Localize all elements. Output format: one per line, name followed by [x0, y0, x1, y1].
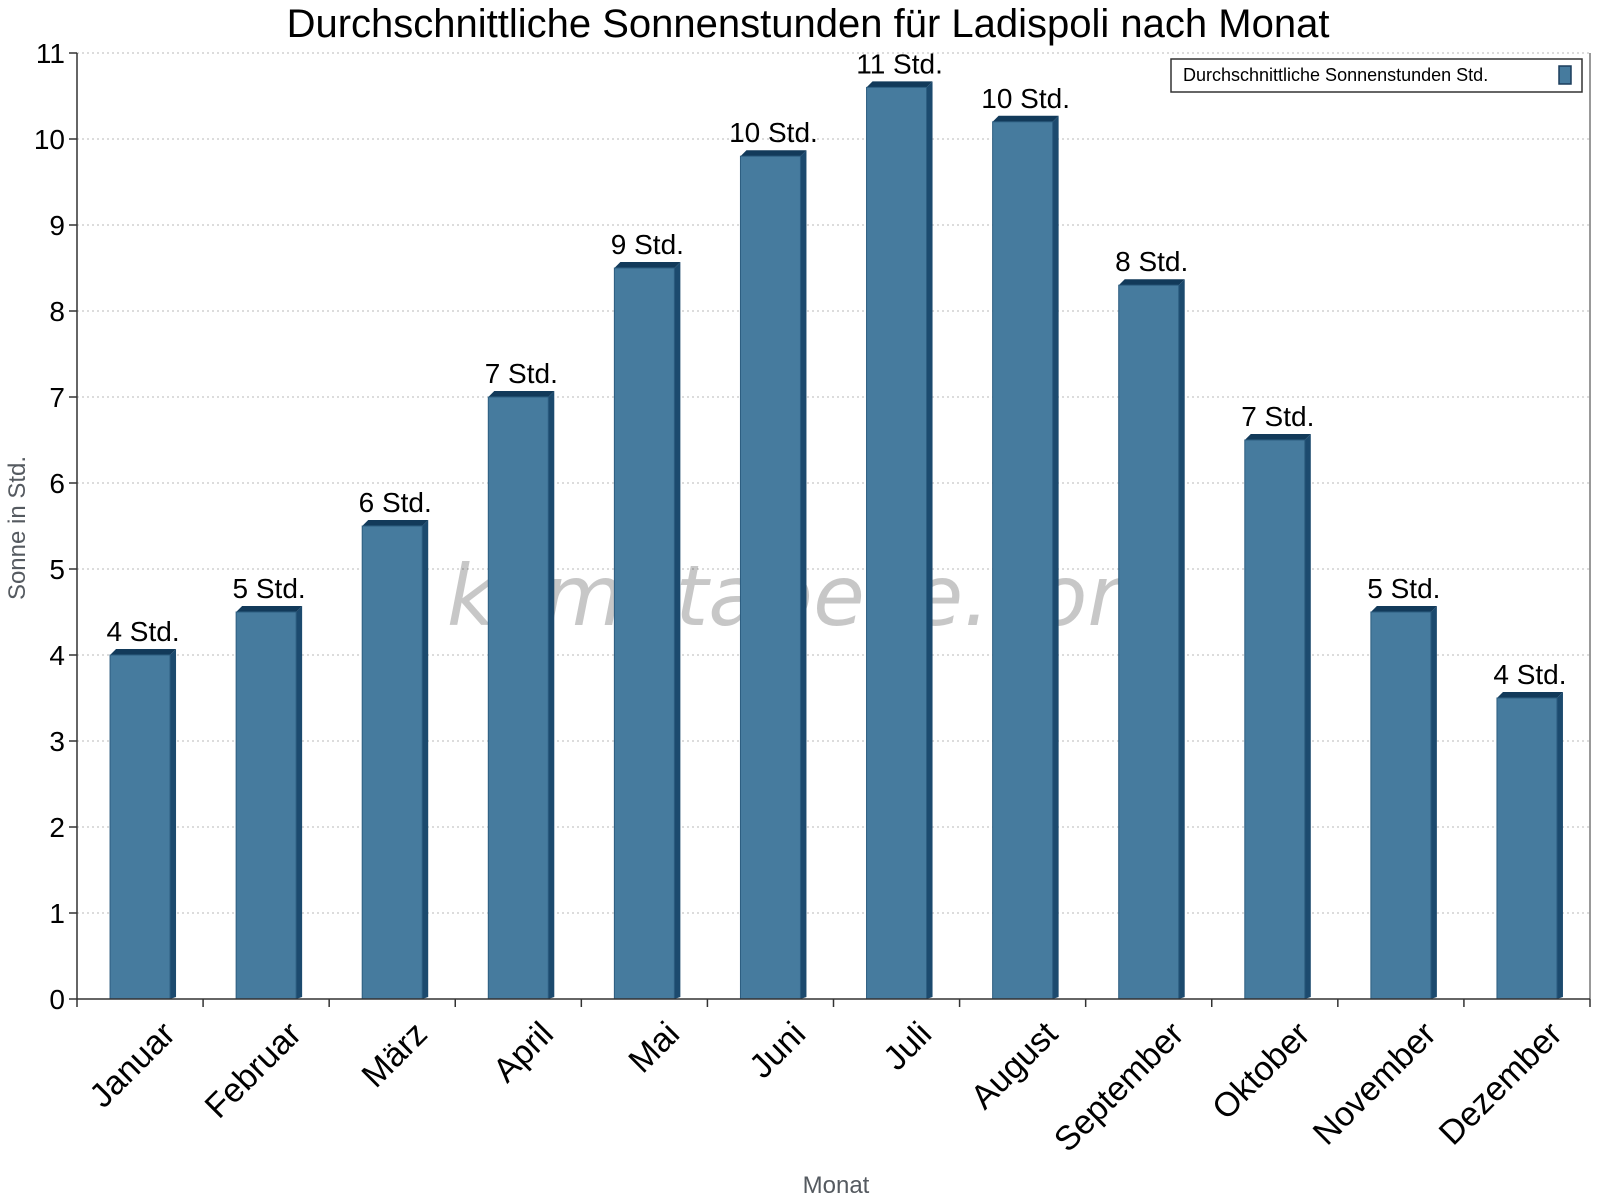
y-tick-label: 10 [34, 124, 65, 155]
bar [992, 121, 1054, 1000]
bar-top [236, 606, 303, 612]
watermark: klimatabelle.com [447, 547, 1170, 645]
bar [739, 155, 801, 1000]
bar-side [548, 391, 555, 999]
legend-label: Durchschnittliche Sonnenstunden Std. [1183, 65, 1488, 85]
x-tick-label: November [1306, 1015, 1444, 1153]
y-tick-label: 2 [49, 812, 65, 843]
bar-side [422, 520, 429, 999]
bar [235, 611, 297, 1000]
y-tick-label: 0 [49, 984, 65, 1015]
y-tick-label: 5 [49, 554, 65, 585]
bar-side [1304, 434, 1311, 999]
x-tick-label: Februar [198, 1015, 309, 1126]
bar [1496, 697, 1558, 1000]
bar-side [1430, 606, 1437, 999]
x-tick-label: September [1047, 1015, 1191, 1159]
bar [361, 525, 423, 1000]
bar-top [866, 81, 933, 88]
data-label: 11 Std. [856, 48, 943, 79]
x-tick-label: Januar [82, 1015, 182, 1115]
bar-top [110, 649, 177, 655]
legend-box [1170, 58, 1583, 93]
x-tick-label: August [964, 1014, 1066, 1116]
y-tick-label: 1 [49, 898, 65, 929]
x-tick-label: April [486, 1015, 561, 1090]
bar-side [800, 150, 807, 999]
x-tick-label: Juli [876, 1015, 939, 1078]
bar-side [926, 81, 933, 999]
y-tick-label: 11 [36, 38, 65, 69]
data-label: 10 Std. [981, 83, 1070, 114]
x-tick-label: Oktober [1205, 1015, 1317, 1127]
x-tick-label: Mai [621, 1015, 687, 1081]
bar [487, 396, 549, 1000]
bar-side [296, 606, 303, 999]
y-tick-label: 7 [49, 382, 65, 413]
bar-top [1118, 279, 1185, 286]
y-axis-label: Sonne in Std. [4, 456, 31, 600]
data-label: 5 Std. [233, 573, 306, 604]
x-tick-label: Dezember [1432, 1015, 1570, 1153]
gridlines [77, 52, 1590, 914]
bar-top [740, 150, 807, 157]
x-tick-label: Juni [742, 1015, 813, 1086]
data-label: 4 Std. [1493, 659, 1566, 690]
bar-top [614, 262, 681, 268]
bar-top [488, 391, 555, 397]
bar-side [674, 262, 681, 999]
y-tick-label: 3 [49, 726, 65, 757]
x-tick-label: März [355, 1015, 435, 1095]
bar-side [1556, 692, 1563, 999]
data-label: 8 Std. [1115, 246, 1188, 277]
y-tick-label: 4 [49, 640, 65, 671]
bar [866, 86, 928, 1000]
bars-group [109, 81, 1563, 1000]
data-label: 4 Std. [106, 616, 179, 647]
bar-top [1244, 434, 1311, 440]
bar-side [1052, 115, 1059, 1000]
bar-top [1496, 692, 1563, 698]
bar [109, 654, 171, 1000]
data-label: 7 Std. [485, 358, 558, 389]
legend: Durchschnittliche Sonnenstunden Std. [1170, 58, 1583, 93]
bar-side [1178, 279, 1185, 999]
data-label: 7 Std. [1241, 401, 1314, 432]
bar [613, 267, 675, 1000]
chart-title: Durchschnittliche Sonnenstunden für Ladi… [287, 2, 1330, 46]
bar [1244, 439, 1306, 1000]
data-label: 6 Std. [359, 487, 432, 518]
y-tick-label: 6 [49, 468, 65, 499]
data-label: 9 Std. [611, 229, 684, 260]
y-tick-label: 8 [49, 296, 65, 327]
bar-side [170, 649, 177, 999]
bar-top [992, 115, 1059, 122]
bar-top [1370, 606, 1437, 612]
data-label: 5 Std. [1367, 573, 1440, 604]
y-tick-label: 9 [49, 210, 65, 241]
bar [1370, 611, 1432, 1000]
data-label: 10 Std. [729, 117, 818, 148]
axes-group: 0 1 2 3 4 5 6 7 8 9 10 11 [34, 38, 1591, 1015]
bar-top [362, 520, 429, 526]
legend-swatch [1558, 65, 1572, 85]
bar [1118, 284, 1180, 1000]
x-axis-label: Monat [803, 1172, 870, 1199]
